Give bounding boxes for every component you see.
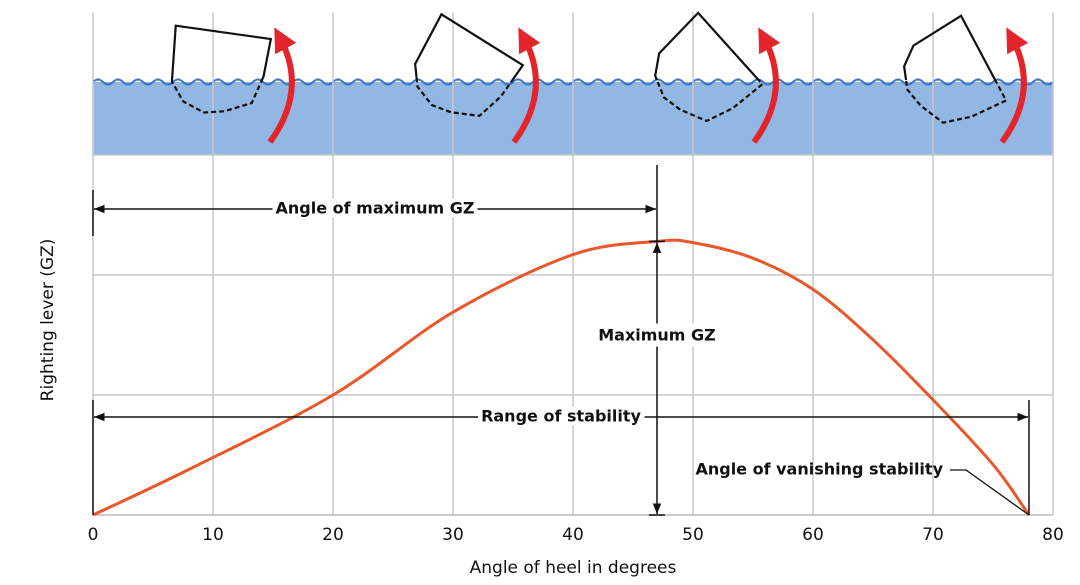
x-tick-label: 10	[202, 525, 224, 545]
annotation-label: Range of stability	[481, 407, 641, 426]
boat	[396, 13, 541, 144]
leader-line	[950, 469, 1030, 516]
heel-arrow	[267, 27, 297, 144]
boat	[636, 11, 781, 144]
plot: 0 10 20 30 40 50 60 70 80 Angle of maximum GZ Rang…	[88, 165, 1064, 545]
grid	[92, 12, 1054, 516]
x-tick-label: 40	[562, 525, 584, 545]
x-tick-label: 20	[322, 525, 344, 545]
boat	[163, 24, 297, 144]
boat	[887, 14, 1029, 144]
heel-arrow	[511, 27, 541, 144]
x-tick-label: 70	[922, 525, 944, 545]
heel-arrow	[751, 27, 781, 144]
label-bg	[272, 198, 478, 218]
boats	[163, 11, 1029, 144]
x-tick-label: 0	[88, 525, 99, 545]
annotation-label: Maximum GZ	[598, 326, 716, 345]
annotation-label: Angle of maximum GZ	[276, 199, 475, 218]
x-tick-label: 30	[442, 525, 464, 545]
y-axis-label: Righting lever (GZ)	[38, 239, 58, 402]
annotation-label: Angle of vanishing stability	[695, 460, 943, 479]
heel-arrow	[999, 27, 1029, 144]
gz-curve	[92, 238, 1031, 517]
x-tick-label: 60	[802, 525, 824, 545]
x-tick-label: 80	[1042, 525, 1064, 545]
label-bg	[478, 406, 645, 426]
x-tick-label: 50	[682, 525, 704, 545]
x-axis-label: Angle of heel in degrees	[470, 558, 677, 578]
label-bg	[595, 323, 719, 347]
